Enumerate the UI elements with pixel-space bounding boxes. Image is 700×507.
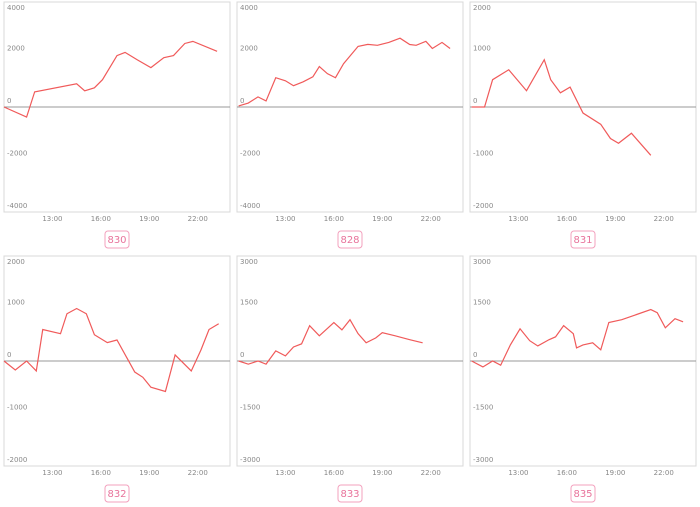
y-tick-label: -1500 [473,404,493,412]
x-tick-label: 22:00 [421,469,441,477]
y-tick-label: 0 [473,351,477,359]
x-tick-label: 16:00 [324,469,344,477]
x-tick-label: 16:00 [91,215,111,223]
y-tick-label: -1000 [7,404,27,412]
y-tick-label: -2000 [240,150,260,158]
x-tick-label: 22:00 [654,215,674,223]
y-tick-label: 1000 [7,299,25,307]
x-tick-label: 13:00 [42,469,62,477]
x-tick-label: 13:00 [508,469,528,477]
chart-badge[interactable] [104,230,130,249]
y-tick-label: 2000 [7,45,25,53]
x-tick-label: 19:00 [605,469,625,477]
y-tick-label: -4000 [240,202,260,210]
y-tick-label: 3000 [473,258,491,266]
x-tick-label: 16:00 [557,469,577,477]
x-tick-label: 16:00 [557,215,577,223]
badge-label[interactable]: 832 [107,489,126,500]
y-tick-label: 1500 [473,299,491,307]
badge-label[interactable]: 831 [573,235,592,246]
y-tick-label: 0 [240,351,244,359]
y-tick-label: 2000 [473,4,491,12]
badge-label[interactable]: 828 [340,235,359,246]
badge-label[interactable]: 835 [573,489,592,500]
x-tick-label: 16:00 [91,469,111,477]
y-tick-label: -3000 [473,456,493,464]
y-tick-label: 2000 [240,45,258,53]
line-series [238,37,451,107]
y-tick-label: -4000 [7,202,27,210]
badge-label[interactable]: 833 [340,489,359,500]
x-tick-label: 22:00 [421,215,441,223]
y-tick-label: 0 [473,97,477,105]
x-tick-label: 22:00 [654,469,674,477]
y-tick-label: 1000 [473,45,491,53]
x-tick-label: 22:00 [188,469,208,477]
y-tick-label: 3000 [240,258,258,266]
y-tick-label: -2000 [7,456,27,464]
y-tick-label: 4000 [7,4,25,12]
x-tick-label: 19:00 [139,215,159,223]
x-tick-label: 19:00 [605,215,625,223]
x-tick-label: 13:00 [508,215,528,223]
y-tick-label: 1500 [240,299,258,307]
chart-badge[interactable] [337,484,363,503]
y-tick-label: -2000 [7,150,27,158]
y-tick-label: 4000 [240,4,258,12]
line-series [3,307,220,393]
x-tick-label: 13:00 [42,215,62,223]
y-tick-label: 0 [7,351,11,359]
y-tick-label: 0 [240,97,244,105]
badge-label[interactable]: 830 [107,235,126,246]
x-tick-label: 13:00 [275,469,295,477]
y-tick-label: 2000 [7,258,25,266]
x-tick-label: 13:00 [275,215,295,223]
y-tick-label: 0 [7,97,11,105]
line-series [238,318,423,365]
chart-badge[interactable] [337,230,363,249]
x-tick-label: 16:00 [324,215,344,223]
line-series [3,40,218,118]
y-tick-label: -3000 [240,456,260,464]
x-tick-label: 22:00 [188,215,208,223]
chart-badge[interactable] [104,484,130,503]
y-tick-label: -2000 [473,202,493,210]
x-tick-label: 19:00 [139,469,159,477]
chart-badge[interactable] [570,230,596,249]
y-tick-label: -1500 [240,404,260,412]
y-tick-label: -1000 [473,150,493,158]
x-tick-label: 19:00 [372,215,392,223]
line-series [471,58,652,156]
chart-badge[interactable] [570,484,596,503]
x-tick-label: 19:00 [372,469,392,477]
line-series [471,308,684,368]
